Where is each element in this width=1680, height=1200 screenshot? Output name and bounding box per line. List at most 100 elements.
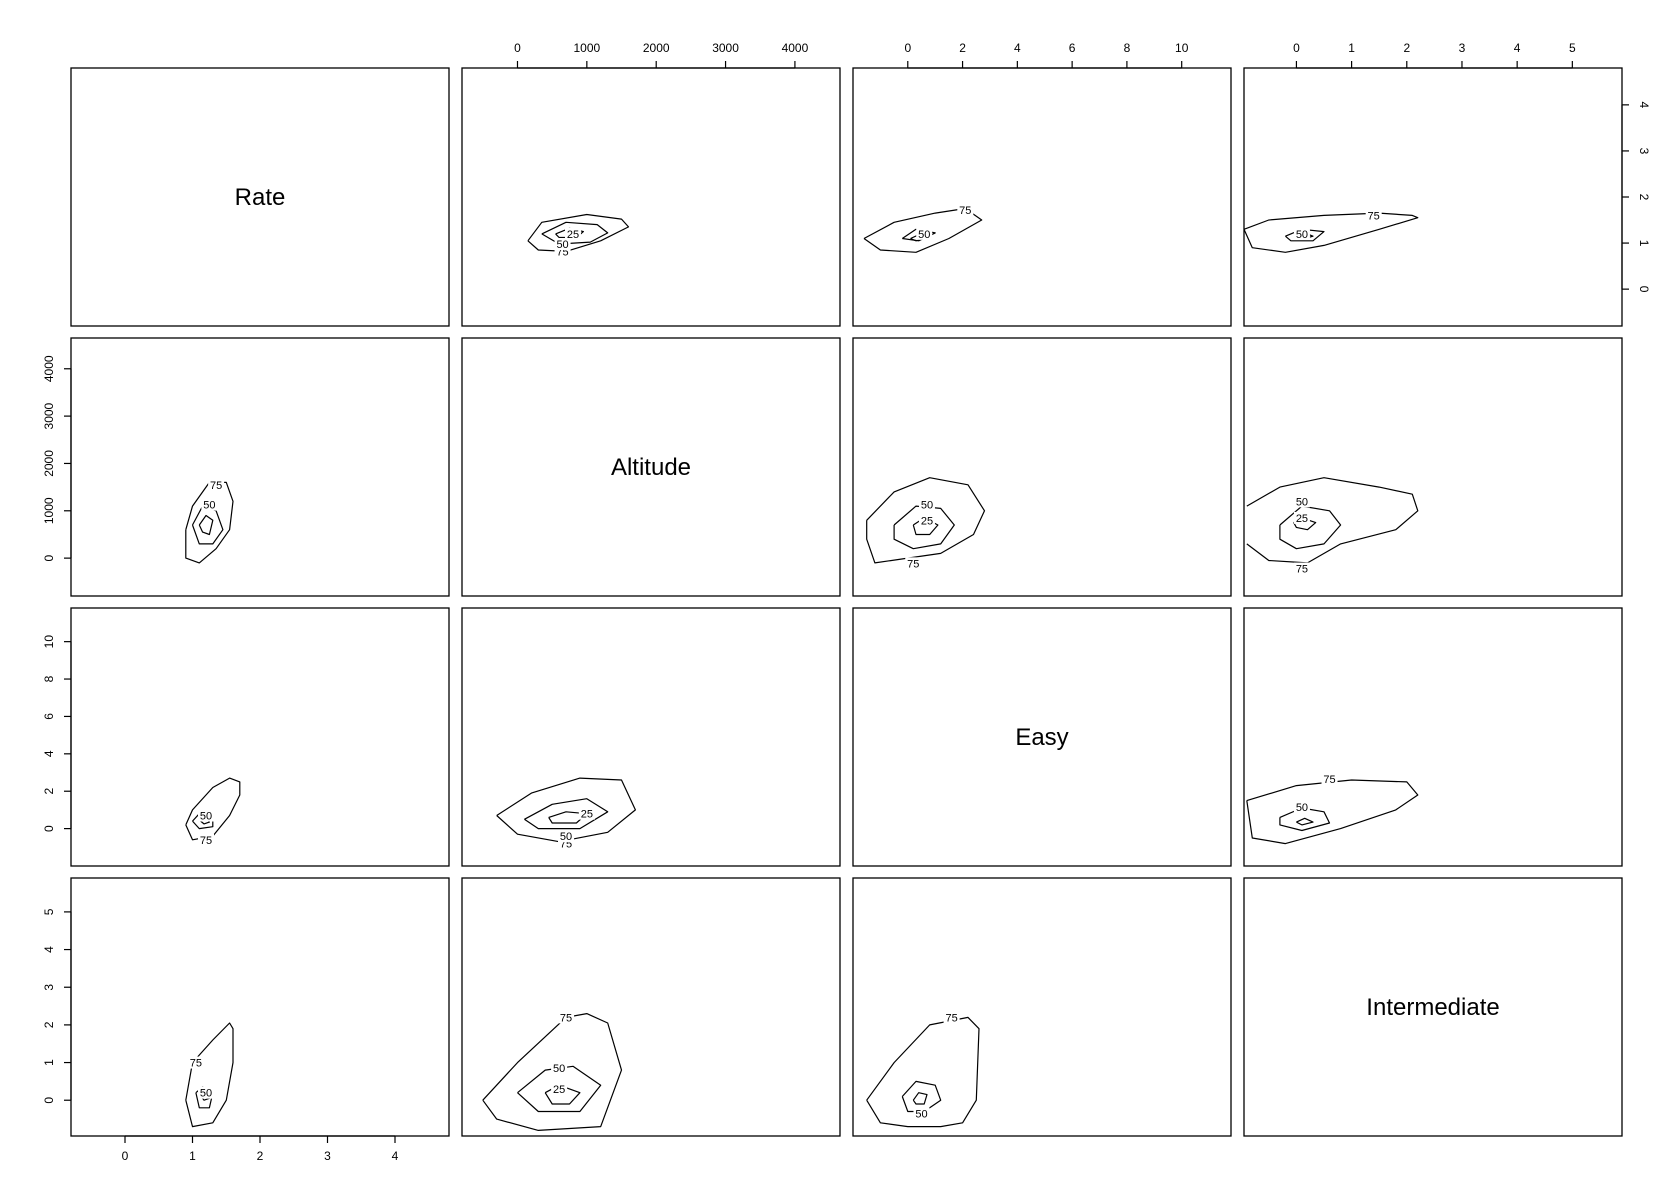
tick-label-easy: 4 [42, 750, 56, 757]
tick-label-easy: 0 [904, 41, 911, 55]
contour-line-75 [185, 481, 234, 564]
tick-label-intermediate: 3 [42, 984, 56, 991]
contour-label-75: 75 [907, 558, 919, 570]
tick-label-rate: 4 [392, 1149, 399, 1163]
contour-label-bg [918, 514, 935, 527]
contour-label-25: 25 [553, 1084, 565, 1096]
contour-label-bg [554, 237, 571, 250]
tick-label-intermediate: 4 [42, 946, 56, 953]
contour-line-75 [496, 777, 636, 843]
contour-label-bg [198, 809, 214, 822]
panel-frame-r0-c0 [70, 67, 450, 327]
tick-label-rate: 4 [1637, 102, 1651, 109]
panel-frame-r2-c3 [1243, 607, 1623, 867]
tick-label-intermediate: 1 [42, 1059, 56, 1066]
contour-label-50: 50 [200, 811, 212, 823]
contour-panel-altitude-vs-easy: 75 50 25 [866, 477, 986, 570]
tick-label-altitude: 1000 [573, 41, 600, 55]
panel-frame-r1-c2 [852, 337, 1232, 597]
contour-line-25 [1296, 817, 1314, 826]
tick-label-easy: 10 [1175, 41, 1189, 55]
contour-label-25: 25 [581, 809, 593, 821]
tick-label-altitude: 1000 [42, 497, 56, 524]
contour-panel-intermediate-vs-easy: 75 50 [866, 1011, 980, 1128]
tick-label-intermediate: 1 [1348, 41, 1355, 55]
contour-label-bg [1293, 227, 1310, 240]
contour-label-bg [916, 227, 933, 240]
contour-panel-altitude-vs-rate: 75 50 [185, 478, 234, 564]
contour-label-bg [957, 203, 974, 216]
contour-label-50: 50 [560, 831, 572, 843]
contour-line-50 [517, 1065, 602, 1113]
contour-label-75: 75 [1368, 210, 1380, 222]
contour-label-25: 25 [921, 515, 933, 527]
contour-label-25: 25 [567, 229, 579, 241]
tick-label-intermediate: 0 [42, 1097, 56, 1104]
panel-frame-r2-c2 [852, 607, 1232, 867]
contour-label-bg [187, 1056, 204, 1069]
contour-label-bg [198, 1086, 214, 1099]
tick-label-altitude: 2000 [643, 41, 670, 55]
tick-label-intermediate: 2 [42, 1021, 56, 1028]
tick-label-rate: 2 [1637, 194, 1651, 201]
contour-label-50: 50 [1296, 229, 1308, 241]
contour-line-25 [912, 1092, 928, 1105]
variable-name-intermediate: Intermediate [1366, 994, 1499, 1021]
tick-label-easy: 2 [42, 788, 56, 795]
contour-line-25 [198, 514, 214, 536]
tick-label-easy: 8 [1124, 41, 1131, 55]
contour-line-75 [185, 1022, 234, 1128]
contour-label-bg [905, 557, 922, 570]
tick-label-easy: 4 [1014, 41, 1021, 55]
panel-frame-r0-c1 [461, 67, 841, 327]
tick-label-easy: 8 [42, 675, 56, 682]
contour-line-75 [527, 213, 630, 252]
contour-panel-easy-vs-intermediate: 75 50 [1246, 773, 1419, 845]
contour-label-50: 50 [918, 229, 930, 241]
tick-label-rate: 0 [1637, 286, 1651, 293]
tick-label-easy: 0 [42, 825, 56, 832]
contour-label-bg [551, 1062, 568, 1075]
contour-label-bg [198, 833, 214, 846]
tick-label-easy: 6 [1069, 41, 1076, 55]
tick-label-rate: 3 [324, 1149, 331, 1163]
panel-frame-r1-c1 [461, 337, 841, 597]
tick-label-intermediate: 2 [1403, 41, 1410, 55]
contour-label-bg [208, 478, 225, 491]
panel-frame-r0-c3 [1243, 67, 1623, 327]
panel-frame-r3-c3 [1243, 877, 1623, 1137]
contour-label-bg [1365, 209, 1382, 222]
contour-panel-rate-vs-easy: 75 50 [863, 203, 983, 253]
tick-label-intermediate: 3 [1459, 41, 1466, 55]
contour-line-50 [893, 505, 955, 550]
variable-name-rate: Rate [235, 184, 286, 211]
tick-label-altitude: 4000 [782, 41, 809, 55]
contour-line-75 [1243, 212, 1419, 253]
contour-line-75 [185, 777, 241, 841]
contour-line-75 [482, 1013, 623, 1131]
contour-label-50: 50 [203, 500, 215, 512]
tick-label-altitude: 4000 [42, 355, 56, 382]
tick-label-intermediate: 0 [1293, 41, 1300, 55]
panel-frame-r0-c2 [852, 67, 1232, 327]
contour-label-bg [578, 807, 595, 820]
tick-label-altitude: 0 [514, 41, 521, 55]
contour-label-bg [1293, 801, 1310, 814]
tick-label-easy: 10 [42, 635, 56, 649]
contour-label-bg [564, 227, 581, 240]
panel-frame-r3-c1 [461, 877, 841, 1137]
contour-label-bg [558, 1011, 575, 1024]
tick-label-altitude: 2000 [42, 450, 56, 477]
contour-label-25: 25 [1296, 513, 1308, 525]
variable-name-altitude: Altitude [611, 454, 691, 481]
tick-label-rate: 2 [257, 1149, 264, 1163]
tick-label-intermediate: 5 [42, 908, 56, 915]
contour-line-75 [863, 207, 983, 253]
tick-label-intermediate: 5 [1569, 41, 1576, 55]
contour-label-75: 75 [945, 1012, 957, 1024]
tick-label-intermediate: 4 [1514, 41, 1521, 55]
contour-line-75 [1246, 779, 1419, 845]
contour-line-75 [1246, 477, 1419, 564]
